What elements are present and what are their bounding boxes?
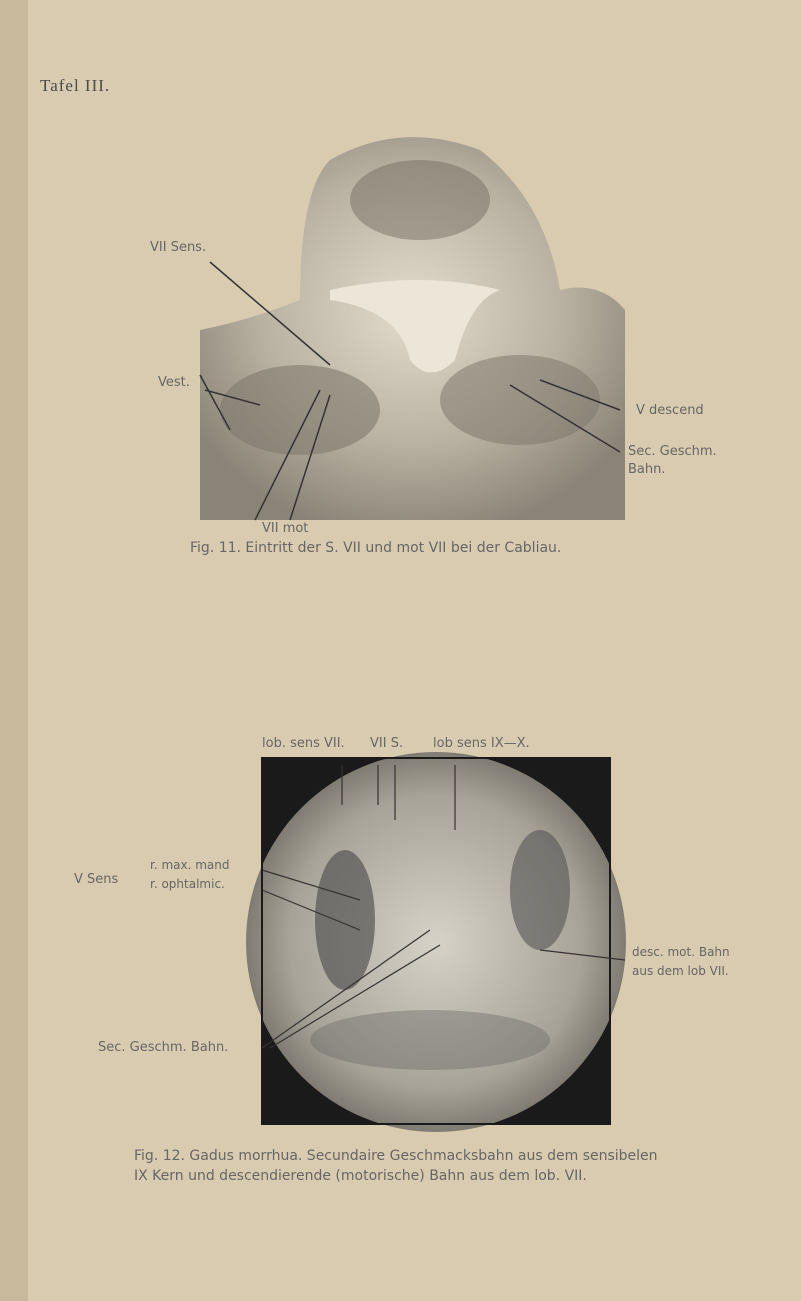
label: lob sens IX—X.	[433, 736, 530, 751]
figure-caption: Fig. 11. Eintritt der S. VII und mot VII…	[190, 540, 562, 556]
label: VII Sens.	[150, 240, 207, 255]
label: lob. sens VII.	[262, 736, 345, 751]
figure-caption: Fig. 12. Gadus morrhua. Secundaire Gesch…	[134, 1148, 658, 1164]
label: Sec. Geschm.	[628, 444, 717, 459]
label: r. max. mand	[150, 858, 230, 872]
label: Bahn.	[628, 462, 666, 477]
label: VII S.	[370, 736, 404, 751]
label: r. ophtalmic.	[150, 877, 225, 891]
page-edge	[0, 0, 28, 1301]
figure-caption: IX Kern und descendierende (motorische) …	[134, 1168, 587, 1184]
label: VII mot	[262, 521, 309, 536]
label: desc. mot. Bahn	[632, 945, 730, 959]
label: V Sens	[74, 872, 119, 887]
figure-11-image	[199, 137, 625, 521]
label: Sec. Geschm. Bahn.	[98, 1040, 229, 1055]
label: V descend	[636, 403, 704, 418]
plate-title: Tafel III.	[40, 76, 111, 95]
figure-12-image	[246, 752, 626, 1132]
label: aus dem lob VII.	[632, 964, 729, 978]
label: Vest.	[158, 375, 190, 390]
